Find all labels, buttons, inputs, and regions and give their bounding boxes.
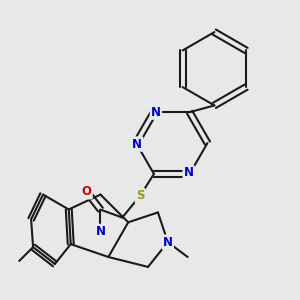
Text: N: N — [132, 138, 142, 151]
Text: N: N — [151, 106, 161, 119]
Text: N: N — [163, 236, 173, 249]
Text: N: N — [184, 167, 194, 179]
Text: N: N — [95, 225, 106, 238]
Text: S: S — [136, 189, 144, 202]
Text: O: O — [82, 185, 92, 198]
